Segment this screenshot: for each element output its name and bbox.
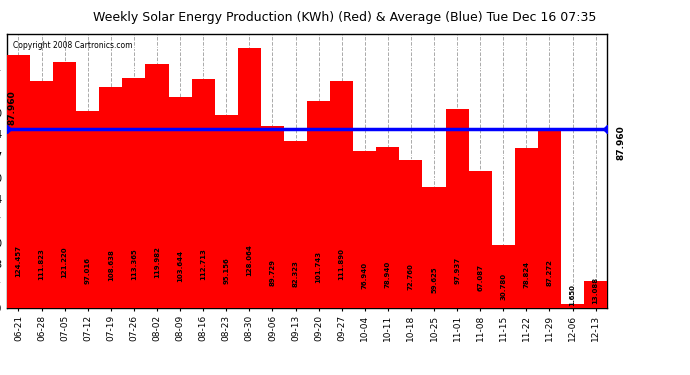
Text: 103.644: 103.644 [177, 250, 183, 282]
Text: 128.064: 128.064 [246, 244, 253, 276]
Bar [376, 147, 400, 308]
Bar [584, 281, 607, 308]
Bar [99, 87, 122, 308]
Bar [353, 152, 376, 308]
Bar [561, 304, 584, 307]
Text: 111.823: 111.823 [39, 248, 45, 280]
Bar [469, 171, 492, 308]
Text: 13.088: 13.088 [593, 277, 599, 304]
Bar [146, 64, 168, 308]
Bar [446, 109, 469, 308]
Bar [192, 79, 215, 308]
Text: 89.729: 89.729 [269, 259, 275, 286]
Text: 87.272: 87.272 [546, 260, 553, 286]
Bar [422, 187, 446, 308]
Text: Weekly Solar Energy Production (KWh) (Red) & Average (Blue) Tue Dec 16 07:35: Weekly Solar Energy Production (KWh) (Re… [93, 11, 597, 24]
Bar [7, 55, 30, 308]
Bar [168, 98, 192, 308]
Bar [330, 81, 353, 308]
Bar [515, 148, 538, 308]
Bar [76, 111, 99, 308]
Text: 72.760: 72.760 [408, 263, 414, 290]
Text: 30.780: 30.780 [500, 273, 506, 300]
Bar [238, 48, 261, 308]
Bar [538, 130, 561, 308]
Text: 78.824: 78.824 [524, 261, 529, 288]
Text: 82.323: 82.323 [293, 261, 299, 288]
Bar [261, 126, 284, 308]
Text: 76.940: 76.940 [362, 262, 368, 289]
Text: 112.713: 112.713 [200, 248, 206, 280]
Text: 1.650: 1.650 [569, 284, 575, 306]
Text: 59.625: 59.625 [431, 266, 437, 293]
Text: 101.743: 101.743 [315, 251, 322, 283]
Bar [122, 78, 146, 308]
Bar [30, 81, 53, 308]
Text: 121.220: 121.220 [61, 246, 68, 278]
Text: 87.960: 87.960 [7, 90, 16, 125]
Text: 78.940: 78.940 [385, 261, 391, 288]
Text: 67.087: 67.087 [477, 264, 483, 291]
Text: 97.937: 97.937 [454, 256, 460, 284]
Text: 95.156: 95.156 [224, 258, 229, 284]
Text: 124.457: 124.457 [15, 245, 21, 277]
Bar [400, 160, 422, 308]
Text: Copyright 2008 Cartronics.com: Copyright 2008 Cartronics.com [13, 40, 132, 50]
Text: 119.982: 119.982 [154, 246, 160, 278]
Bar [53, 62, 76, 308]
Text: 113.365: 113.365 [131, 248, 137, 280]
Text: 108.638: 108.638 [108, 249, 114, 281]
Bar [284, 141, 307, 308]
Text: 111.890: 111.890 [339, 248, 345, 280]
Bar [492, 245, 515, 308]
Bar [307, 101, 330, 308]
Text: 97.016: 97.016 [85, 257, 90, 284]
Bar [215, 114, 238, 308]
